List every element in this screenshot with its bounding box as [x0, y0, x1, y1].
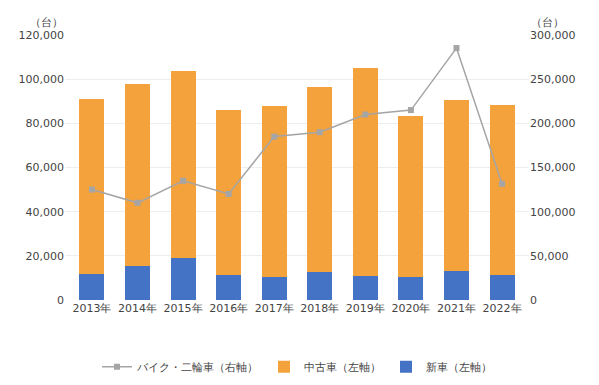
svg-text:2020年: 2020年 — [391, 302, 430, 315]
svg-text:50,000: 50,000 — [530, 250, 569, 263]
svg-text:2018年: 2018年 — [300, 302, 339, 315]
svg-text:150,000: 150,000 — [530, 161, 576, 174]
svg-text:新車（左軸）: 新車（左軸） — [426, 361, 492, 374]
svg-text:2013年: 2013年 — [72, 302, 111, 315]
svg-text:200,000: 200,000 — [530, 117, 576, 130]
svg-text:2017年: 2017年 — [255, 302, 294, 315]
svg-text:0: 0 — [57, 294, 64, 307]
svg-text:60,000: 60,000 — [26, 161, 65, 174]
svg-text:2014年: 2014年 — [118, 302, 157, 315]
svg-text:バイク・二輪車（右軸）: バイク・二輪車（右軸） — [136, 361, 258, 374]
svg-text:2021年: 2021年 — [437, 302, 476, 315]
svg-text:（台）: （台） — [30, 16, 63, 29]
svg-text:2022年: 2022年 — [483, 302, 522, 315]
svg-text:中古車（左軸）: 中古車（左軸） — [304, 361, 381, 374]
svg-text:2019年: 2019年 — [346, 302, 385, 315]
svg-text:100,000: 100,000 — [19, 73, 65, 86]
svg-text:2016年: 2016年 — [209, 302, 248, 315]
svg-text:40,000: 40,000 — [26, 206, 65, 219]
svg-text:80,000: 80,000 — [26, 117, 65, 130]
svg-text:2015年: 2015年 — [164, 302, 203, 315]
svg-text:20,000: 20,000 — [26, 250, 65, 263]
svg-text:250,000: 250,000 — [530, 73, 576, 86]
svg-text:120,000: 120,000 — [19, 29, 65, 42]
svg-text:（台）: （台） — [531, 16, 564, 29]
svg-text:0: 0 — [530, 294, 537, 307]
svg-text:300,000: 300,000 — [530, 29, 576, 42]
svg-text:100,000: 100,000 — [530, 206, 576, 219]
